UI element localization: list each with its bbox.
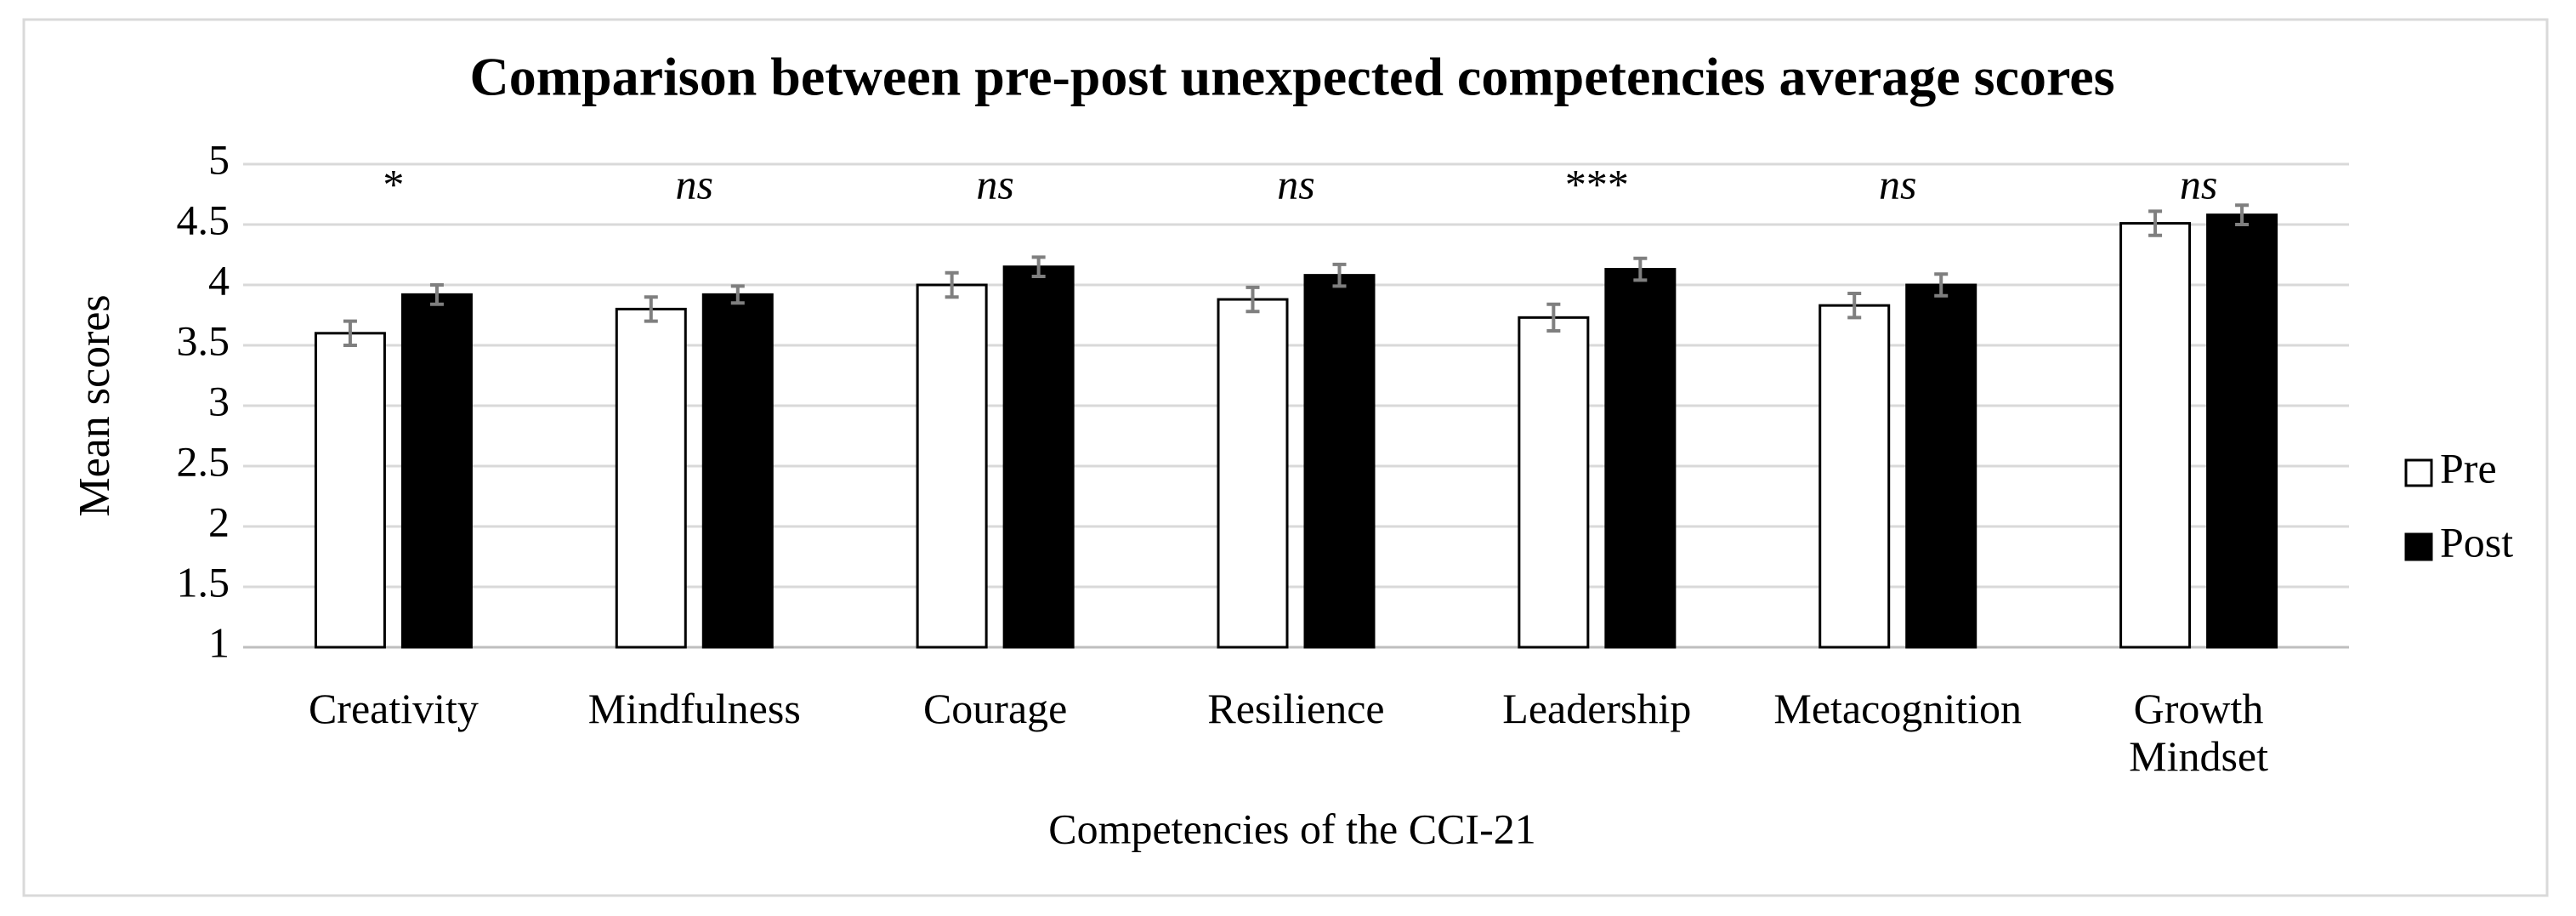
significance-label: ns xyxy=(2180,160,2217,208)
error-bar xyxy=(2235,203,2250,226)
bar xyxy=(1002,265,1075,649)
error-bar xyxy=(945,270,959,299)
x-tick-label: Growth Mindset xyxy=(2129,685,2269,780)
error-bar xyxy=(1847,291,1862,320)
error-bar xyxy=(730,284,745,305)
error-bar xyxy=(1332,262,1347,288)
bar xyxy=(400,293,473,649)
bar xyxy=(615,307,687,649)
error-bar xyxy=(343,319,357,347)
error-bar xyxy=(1633,256,1648,282)
y-tick-label: 2.5 xyxy=(177,437,230,485)
bar xyxy=(314,332,386,649)
y-axis-title: Mean scores xyxy=(71,294,119,516)
error-bar xyxy=(1546,302,1561,333)
legend-label: Post xyxy=(2440,518,2513,566)
significance-label: * xyxy=(383,160,404,208)
significance-label: ns xyxy=(676,160,713,208)
significance-label: ns xyxy=(1277,160,1314,208)
x-tick-label: Creativity xyxy=(308,685,479,732)
bar xyxy=(701,293,774,649)
error-bar xyxy=(1934,272,1949,298)
y-tick-label: 3 xyxy=(208,377,230,424)
y-tick-label: 4.5 xyxy=(177,196,230,243)
y-tick-label: 2 xyxy=(208,498,230,545)
bar xyxy=(1217,298,1289,649)
legend-swatch xyxy=(2404,532,2433,561)
bar xyxy=(1905,283,1977,649)
bar xyxy=(1819,304,1891,649)
y-tick-label: 3.5 xyxy=(177,316,230,364)
x-tick-label: Resilience xyxy=(1207,685,1385,732)
bar xyxy=(1303,274,1376,649)
x-axis-title: Competencies of the CCI-21 xyxy=(1048,805,1536,852)
bar xyxy=(2206,213,2278,649)
x-tick-label: Mindfulness xyxy=(587,685,801,732)
x-tick-label: Courage xyxy=(922,685,1068,732)
y-tick-label: 4 xyxy=(208,256,230,304)
error-bar xyxy=(1031,255,1046,279)
chart-title: Comparison between pre-post unexpected c… xyxy=(469,47,2114,107)
legend-swatch xyxy=(2404,458,2433,487)
significance-label: ns xyxy=(1879,160,1916,208)
error-bar xyxy=(429,283,444,306)
y-tick-label: 1.5 xyxy=(177,558,230,606)
bar xyxy=(2119,222,2192,649)
x-tick-label: Leadership xyxy=(1502,685,1692,732)
bar xyxy=(1518,316,1590,649)
significance-label: ns xyxy=(976,160,1013,208)
error-bar xyxy=(1245,285,1260,314)
error-bar xyxy=(2148,209,2163,237)
bar xyxy=(916,283,988,649)
bar xyxy=(1604,268,1677,649)
y-tick-label: 1 xyxy=(208,618,230,666)
significance-label: *** xyxy=(1565,160,1629,208)
legend-label: Pre xyxy=(2440,444,2497,492)
error-bar xyxy=(644,295,658,323)
y-tick-label: 5 xyxy=(208,135,230,183)
x-tick-label: Metacognition xyxy=(1773,685,2022,732)
